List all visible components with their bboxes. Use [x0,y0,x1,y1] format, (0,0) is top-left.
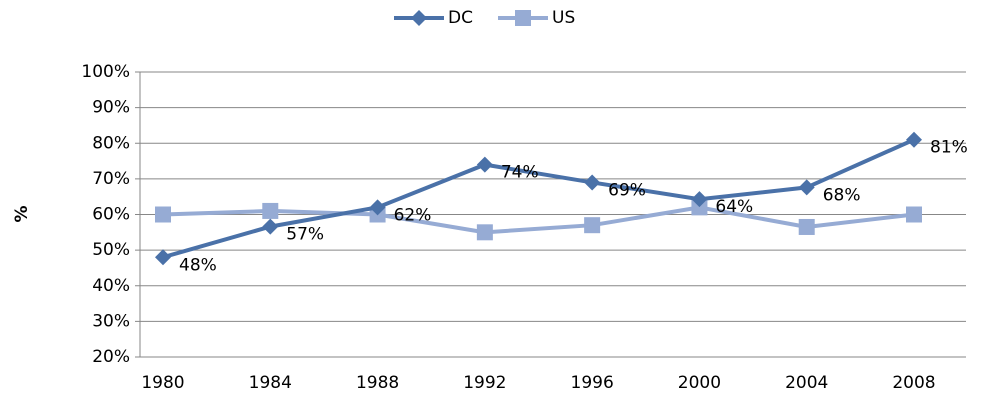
data-point [369,199,386,216]
legend-label: DC [448,8,473,28]
legend-marker [515,10,531,26]
x-tick-label: 1984 [249,373,292,393]
series-line [162,205,915,235]
data-point [262,202,279,219]
y-tick-label: 40% [92,276,130,296]
y-axis-title: % [12,205,32,222]
data-point [798,179,815,196]
x-tick-label: 1980 [141,373,184,393]
data-label: 62% [394,205,432,225]
x-tick-label: 2008 [892,373,935,393]
x-tick-label: 2000 [678,373,721,393]
y-tick-label: 90% [92,98,130,118]
data-point [691,191,708,208]
y-tick-label: 60% [92,205,130,225]
legend-label: US [552,8,575,28]
data-point [906,206,922,223]
data-point [155,249,171,266]
data-point [798,218,815,235]
x-tick-label: 2004 [785,373,828,393]
y-tick-label: 80% [92,133,130,153]
data-label: 64% [715,197,753,217]
data-label: 48% [179,255,217,275]
y-tick-label: 20% [92,347,130,367]
data-point [906,131,922,148]
data-label: 57% [286,225,324,245]
series-line [162,137,915,260]
data-point [476,156,493,173]
legend: DC US [394,8,575,28]
legend-marker [411,10,427,26]
data-point [476,224,493,241]
x-tick-label: 1996 [571,373,614,393]
x-tick-label: 1988 [356,373,399,393]
y-tick-label: 70% [92,169,130,189]
x-tick-label: 1992 [463,373,506,393]
y-tick-label: 30% [92,311,130,331]
data-point [691,199,708,216]
data-point [584,217,601,234]
y-tick-label: 50% [92,240,130,260]
data-point [584,174,601,191]
data-label: 68% [823,185,861,205]
data-label: 81% [930,138,968,158]
data-label: 74% [501,163,539,183]
data-label: 69% [608,180,646,200]
data-point [155,206,171,223]
y-tick-label: 100% [81,62,130,82]
data-point [262,218,279,235]
